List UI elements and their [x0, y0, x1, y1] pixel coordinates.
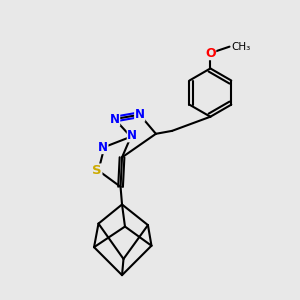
Text: N: N: [98, 141, 108, 154]
Text: S: S: [92, 164, 102, 177]
Text: O: O: [205, 46, 216, 60]
Text: N: N: [110, 112, 120, 126]
Text: N: N: [135, 108, 145, 121]
Text: CH₃: CH₃: [231, 42, 250, 52]
Text: N: N: [127, 129, 137, 142]
